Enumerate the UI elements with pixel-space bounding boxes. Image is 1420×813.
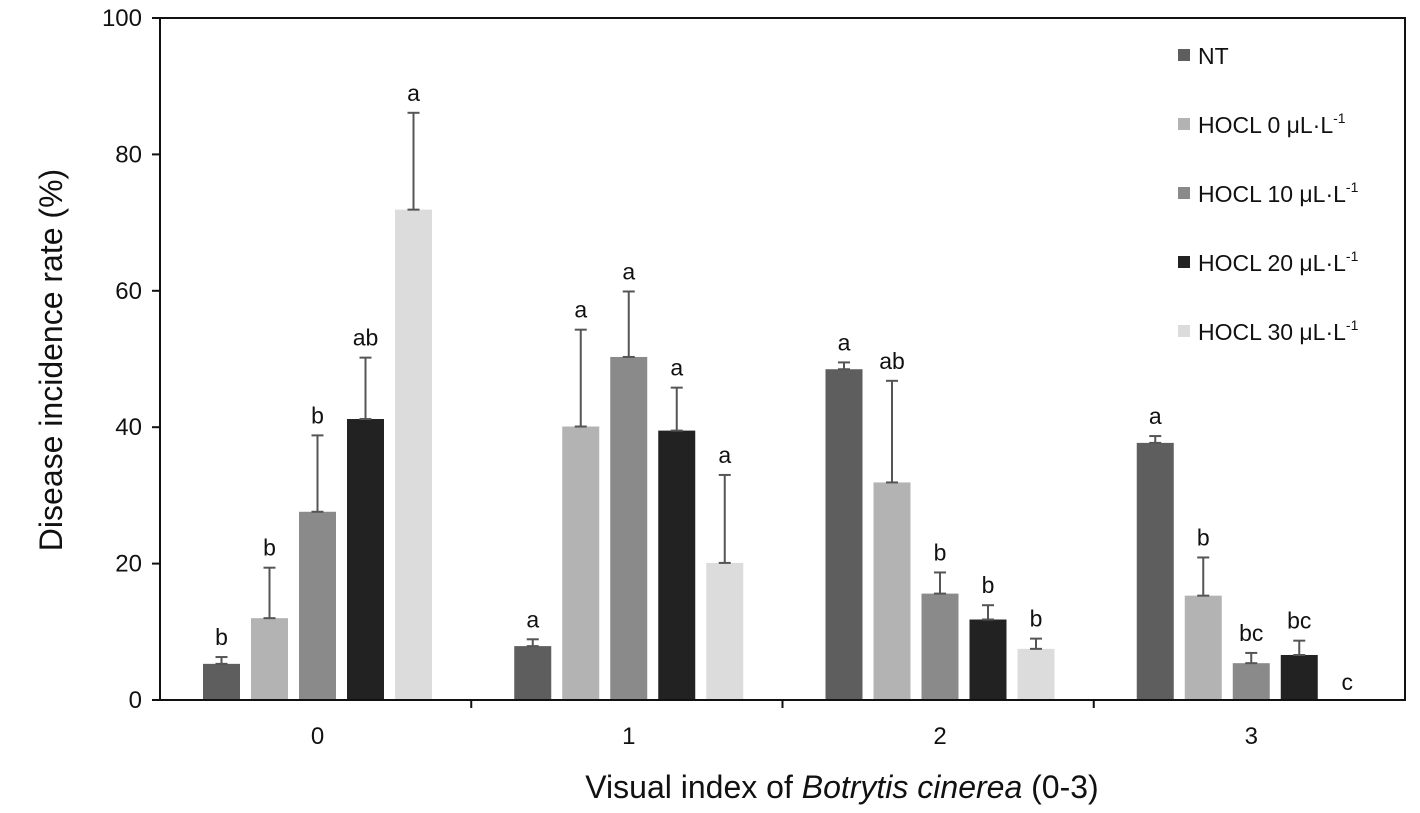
significance-letter: bc	[1287, 608, 1311, 634]
legend-entry: HOCL 0 μL·L-1	[1198, 110, 1346, 138]
y-tick-label: 40	[115, 414, 142, 441]
significance-letter: b	[263, 535, 276, 561]
x-tick-label: 2	[933, 723, 946, 750]
legend-label: HOCL 0 μL·L	[1198, 112, 1333, 138]
x-tick-label: 1	[622, 723, 635, 750]
significance-letter: a	[1149, 403, 1162, 429]
legend-entry: HOCL 20 μL·L-1	[1198, 248, 1359, 276]
significance-letter: ab	[353, 325, 379, 351]
y-axis: 0 20 40 60 80 100	[102, 5, 160, 714]
significance-letter: ab	[879, 348, 905, 374]
y-tick-label: 100	[102, 5, 142, 32]
significance-letter: b	[1030, 606, 1043, 632]
legend-swatch	[1178, 325, 1190, 337]
legend-label: NT	[1198, 43, 1229, 69]
bar	[299, 511, 336, 700]
legend-label-superscript: -1	[1346, 317, 1359, 333]
legend-label: HOCL 10 μL·L	[1198, 181, 1346, 207]
y-axis-title: Disease incidence rate (%)	[33, 169, 69, 551]
y-tick-label: 0	[129, 687, 142, 714]
significance-letter: a	[622, 258, 635, 284]
x-axis-title-italic: Botrytis cinerea	[802, 769, 1023, 805]
bar	[395, 209, 432, 700]
significance-letter: a	[407, 80, 420, 106]
legend-swatch	[1178, 118, 1190, 130]
bar	[1232, 663, 1270, 700]
bar	[1184, 595, 1222, 700]
legend-label: HOCL 30 μL·L	[1198, 319, 1346, 345]
significance-letter: c	[1342, 669, 1354, 695]
significance-letter: a	[574, 297, 587, 323]
legend-label-superscript: -1	[1346, 179, 1359, 195]
significance-letter: b	[215, 624, 228, 650]
bar	[514, 646, 552, 700]
bar	[825, 369, 863, 700]
bar	[706, 562, 744, 700]
significance-letter: b	[934, 539, 947, 565]
x-axis-title: Visual index of Botrytis cinerea (0-3)	[585, 769, 1098, 805]
bar	[347, 419, 384, 700]
y-tick-label: 20	[115, 551, 142, 578]
bar	[1136, 442, 1174, 700]
y-tick-label: 60	[115, 278, 142, 305]
x-axis-title-prefix: Visual index of	[585, 769, 801, 805]
x-tick-label: 3	[1245, 723, 1258, 750]
bar	[873, 482, 911, 700]
legend-label-superscript: -1	[1346, 248, 1359, 264]
bar	[921, 593, 959, 700]
bar	[969, 619, 1007, 700]
x-tick-label: 0	[311, 723, 324, 750]
bar	[1280, 654, 1318, 700]
significance-letter: a	[526, 606, 539, 632]
bars-layer	[203, 209, 1318, 700]
significance-letter: a	[838, 329, 851, 355]
legend-swatch	[1178, 256, 1190, 268]
legend-entry: HOCL 30 μL·L-1	[1198, 317, 1359, 345]
significance-letter: b	[1197, 524, 1210, 550]
y-tick-label: 80	[115, 141, 142, 168]
bar	[203, 663, 240, 700]
legend-entry: HOCL 10 μL·L-1	[1198, 179, 1359, 207]
legend-label-superscript: -1	[1333, 110, 1346, 126]
bar	[1017, 648, 1055, 700]
legend-entry: NT	[1198, 43, 1229, 69]
significance-letter: a	[718, 442, 731, 468]
legend-label: HOCL 20 μL·L	[1198, 250, 1346, 276]
x-axis: 0 1 2 3	[311, 700, 1258, 750]
bar	[610, 356, 648, 700]
significance-letter: b	[982, 572, 995, 598]
x-axis-title-suffix: (0-3)	[1022, 769, 1098, 805]
bar	[658, 430, 696, 700]
significance-letter: bc	[1239, 620, 1263, 646]
bar	[251, 618, 288, 700]
significance-letter: b	[311, 402, 324, 428]
legend-swatch	[1178, 187, 1190, 199]
bar	[562, 426, 600, 700]
error-bars-layer	[215, 111, 1306, 665]
legend-swatch	[1178, 49, 1190, 61]
significance-letter: a	[670, 355, 683, 381]
